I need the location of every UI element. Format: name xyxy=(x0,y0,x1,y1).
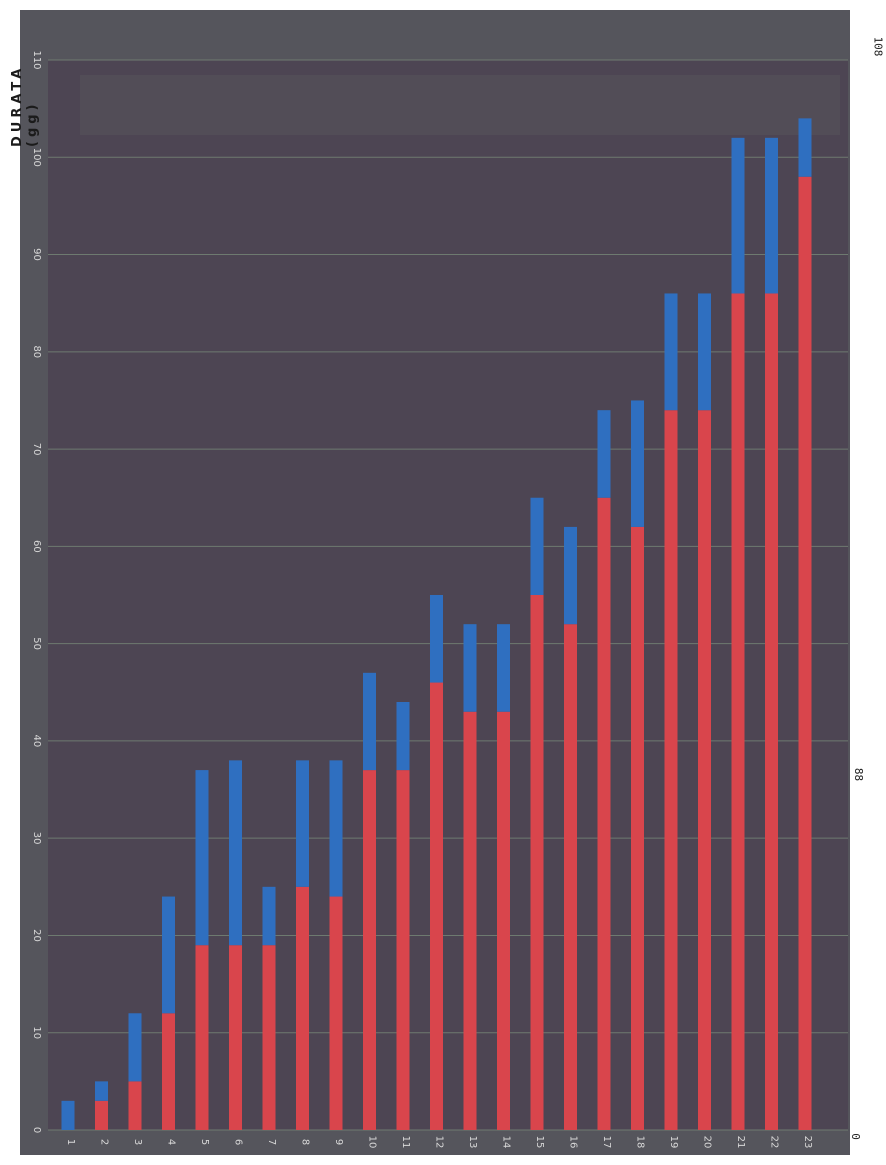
bar-segment-red xyxy=(128,1081,142,1130)
bars xyxy=(61,118,812,1130)
bar-segment-blue xyxy=(597,410,611,498)
bar-segment-red xyxy=(396,770,410,1130)
x-tick-label: 22 xyxy=(769,1136,780,1149)
x-tick-label: 7 xyxy=(266,1139,277,1145)
bar-segment-red xyxy=(597,497,611,1130)
bar-segment-red xyxy=(162,1013,175,1130)
bar-segment-red xyxy=(229,945,242,1130)
right-bottom-note: 0 xyxy=(848,1133,862,1140)
x-tick-label: 3 xyxy=(132,1139,143,1145)
bar-segment-red xyxy=(631,526,644,1130)
y-tick-label: 80 xyxy=(31,345,42,358)
y-tick-label: 60 xyxy=(31,540,42,553)
bar-segment-blue xyxy=(396,702,410,771)
bar-segment-blue xyxy=(530,497,544,595)
bar-segment-red xyxy=(363,770,376,1130)
bar-segment-red xyxy=(463,711,477,1130)
y-tick-label: 20 xyxy=(31,929,42,942)
bar-segment-blue xyxy=(664,293,678,411)
bar-segment-blue xyxy=(731,137,745,294)
y-tick-label: 70 xyxy=(31,443,42,456)
x-tick-label: 17 xyxy=(601,1136,612,1149)
x-tick-label: 12 xyxy=(434,1136,445,1149)
x-tick-label: 19 xyxy=(668,1136,679,1149)
bar-segment-blue xyxy=(329,760,343,897)
right-mid-note: 88 xyxy=(852,767,866,782)
bar-segment-red xyxy=(497,711,510,1130)
y-tick-label: 100 xyxy=(31,148,42,167)
bar-segment-blue xyxy=(296,760,309,887)
x-tick-label: 8 xyxy=(300,1139,311,1145)
y-tick-label: 50 xyxy=(31,637,42,650)
x-tick-label: 14 xyxy=(501,1136,512,1149)
x-tick-label: 9 xyxy=(333,1139,344,1145)
x-tick-label: 23 xyxy=(802,1136,813,1149)
bar-segment-red xyxy=(530,595,544,1130)
x-tick-labels: 1 2 3 4 5 6 7 8 9 10 11 12 13 14 15 16 17 18 19 20 21 22 23 xyxy=(65,1136,813,1149)
bar-segment-blue xyxy=(363,672,376,771)
y-tick-label: 0 xyxy=(31,1127,42,1133)
y-tick-labels: 0 10 20 30 40 50 60 70 80 90 100 110 xyxy=(31,50,42,1133)
x-tick-label: 20 xyxy=(702,1136,713,1149)
bar-segment-blue xyxy=(262,886,276,946)
bar-segment-blue xyxy=(430,595,443,683)
x-tick-label: 16 xyxy=(568,1136,579,1149)
bar-segment-red xyxy=(95,1100,108,1130)
bar-segment-blue xyxy=(497,624,510,712)
bar-segment-red xyxy=(698,410,711,1130)
x-tick-label: 1 xyxy=(65,1139,76,1145)
bar-segment-red xyxy=(430,682,443,1130)
right-top-note: 108 xyxy=(871,36,885,57)
x-tick-label: 5 xyxy=(199,1139,210,1145)
gridlines xyxy=(48,59,848,1131)
y-tick-label: 90 xyxy=(31,248,42,261)
bar-segment-blue xyxy=(229,760,242,946)
bar-segment-red xyxy=(329,896,343,1130)
x-tick-label: 10 xyxy=(367,1136,378,1149)
bar-segment-red xyxy=(798,176,812,1130)
bar-segment-blue xyxy=(128,1013,142,1082)
y-tick-label: 10 xyxy=(31,1026,42,1039)
x-tick-label: 18 xyxy=(635,1136,646,1149)
bar-segment-blue xyxy=(564,526,577,625)
bar-segment-red xyxy=(296,886,309,1130)
bar-segment-red xyxy=(765,293,778,1130)
bar-segment-red xyxy=(262,945,276,1130)
inner-panel xyxy=(80,75,840,135)
bar-segment-blue xyxy=(463,624,477,712)
y-tick-label: 30 xyxy=(31,832,42,845)
bar-segment-blue xyxy=(798,118,812,177)
bar-segment-blue xyxy=(631,400,644,527)
bar-segment-blue xyxy=(698,293,711,411)
x-tick-label: 4 xyxy=(166,1139,177,1145)
x-tick-label: 2 xyxy=(99,1139,110,1145)
bar-segment-red xyxy=(195,945,209,1130)
x-tick-label: 11 xyxy=(400,1136,411,1149)
bar-segment-red xyxy=(664,410,678,1130)
bar-segment-red xyxy=(564,624,577,1130)
bar-segment-blue xyxy=(61,1100,75,1130)
bar-segment-blue xyxy=(765,137,778,294)
bar-segment-blue xyxy=(195,770,209,946)
y-tick-label: 40 xyxy=(31,735,42,748)
x-tick-label: 15 xyxy=(534,1136,545,1149)
bar-segment-blue xyxy=(162,896,175,1014)
x-tick-label: 21 xyxy=(735,1136,746,1149)
bar-segment-red xyxy=(731,293,745,1130)
y-tick-label: 110 xyxy=(31,50,42,69)
plot-area xyxy=(48,60,848,1130)
y-axis-title: DURATA (gg) xyxy=(10,64,40,147)
x-tick-label: 6 xyxy=(233,1139,244,1145)
bar-segment-blue xyxy=(95,1081,108,1101)
x-tick-label: 13 xyxy=(467,1136,478,1149)
